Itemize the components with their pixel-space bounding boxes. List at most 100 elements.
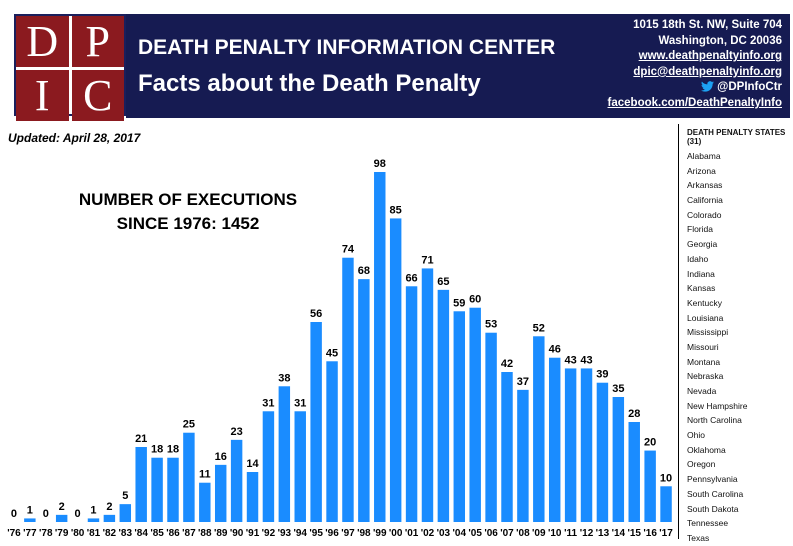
value-label: 14	[246, 458, 259, 470]
x-tick-label: '01	[405, 528, 419, 539]
link[interactable]: www.deathpenaltyinfo.org	[638, 50, 782, 63]
value-label: 31	[262, 397, 274, 409]
bar	[548, 357, 561, 522]
x-tick-label: '12	[580, 528, 594, 539]
value-label: 18	[167, 444, 179, 456]
x-tick-label: '83	[119, 528, 133, 539]
value-label: 98	[374, 158, 386, 170]
x-tick-label: '93	[278, 528, 292, 539]
x-tick-label: '10	[548, 528, 562, 539]
value-label: 20	[644, 437, 656, 449]
bar	[485, 332, 497, 522]
state: Mississippi	[687, 327, 729, 338]
value-label: 65	[437, 276, 449, 288]
bar	[326, 361, 338, 522]
link[interactable]: dpic@deathpenaltyinfo.org	[633, 65, 782, 78]
value-label: 66	[405, 272, 417, 284]
value-label: 1	[90, 504, 96, 516]
bar	[230, 439, 243, 522]
value-label: 71	[421, 254, 433, 266]
x-tick-label: '77	[23, 528, 37, 539]
state: Kansas	[687, 283, 716, 294]
twitter[interactable]: @DPInfoCtr	[608, 80, 782, 96]
logo-letter: C	[71, 70, 124, 121]
bar	[214, 464, 227, 522]
banner: DEATH PENALTY INFORMATION CENTER Facts a…	[126, 14, 790, 118]
bar	[135, 447, 147, 522]
link[interactable]: @DPInfoCtr	[717, 81, 782, 94]
value-label: 56	[310, 308, 322, 320]
bar	[87, 518, 100, 522]
state: Indiana	[687, 268, 715, 279]
link[interactable]: facebook.com/DeathPenaltyInfo	[607, 96, 782, 109]
contact: 1015 18th St. NW, Suite 704 Washington, …	[608, 18, 782, 112]
state: South Dakota	[687, 503, 739, 514]
state: Nevada	[687, 386, 717, 396]
bar	[564, 368, 577, 522]
updated-date: Updated: April 28, 2017	[8, 131, 141, 145]
x-tick-label: '95	[309, 528, 323, 539]
bar	[517, 389, 529, 522]
state: Texas	[687, 532, 710, 543]
x-tick-label: '06	[484, 528, 498, 539]
state: Arizona	[687, 165, 716, 176]
logo: D P I C	[14, 14, 126, 121]
value-label: 0	[43, 508, 49, 520]
bar	[405, 286, 418, 522]
value-label: 18	[151, 444, 163, 456]
bar	[167, 457, 179, 522]
bar	[533, 336, 545, 522]
value-label: 2	[106, 501, 112, 513]
state: Pennsylvania	[687, 474, 738, 485]
bar	[199, 482, 211, 522]
value-label: 45	[326, 347, 338, 359]
bar	[342, 257, 354, 522]
x-tick-label: '11	[564, 528, 577, 539]
org-name: DEATH PENALTY INFORMATION CENTER	[138, 36, 556, 59]
x-tick-label: '85	[150, 528, 164, 539]
value-label: 85	[390, 204, 402, 216]
x-tick-label: '07	[500, 528, 514, 539]
x-tick-label: '94	[293, 528, 307, 539]
bar	[55, 514, 68, 522]
value-label: 16	[215, 451, 227, 463]
x-tick-label: '02	[421, 528, 435, 539]
value-label: 59	[453, 297, 465, 309]
bar	[103, 514, 116, 522]
bar	[596, 382, 609, 522]
bar	[119, 504, 132, 522]
state: Alabama	[687, 151, 721, 161]
address: Washington, DC 20036	[658, 34, 782, 47]
value-label: 31	[294, 397, 306, 409]
state: Arkansas	[687, 180, 723, 191]
bar	[310, 322, 322, 522]
x-tick-label: '86	[166, 528, 180, 539]
x-tick-label: '87	[182, 528, 196, 539]
x-tick-label: '99	[373, 528, 387, 539]
x-tick-label: '78	[39, 528, 53, 539]
x-tick-label: '16	[643, 528, 657, 539]
value-label: 38	[278, 372, 290, 384]
bar	[374, 172, 386, 522]
value-label: 68	[358, 265, 370, 277]
bar	[580, 368, 593, 522]
value-label: 5	[122, 490, 128, 502]
bar	[246, 472, 259, 522]
x-tick-label: '14	[612, 528, 626, 539]
state: Oregon	[687, 459, 716, 470]
x-tick-label: '13	[596, 528, 610, 539]
state: North Carolina	[687, 415, 742, 426]
state: Nebraska	[687, 371, 724, 382]
bar	[421, 268, 434, 522]
x-tick-label: '09	[532, 528, 546, 539]
x-tick-label: '04	[453, 528, 467, 539]
x-tick-label: '90	[230, 528, 244, 539]
bar	[453, 311, 466, 522]
state: Tennessee	[687, 518, 729, 529]
x-tick-label: '84	[134, 528, 148, 539]
value-label: 23	[230, 426, 242, 438]
x-tick-label: '81	[87, 528, 101, 539]
value-label: 11	[199, 469, 211, 481]
x-tick-label: '98	[357, 528, 371, 539]
logo-letter: P	[71, 16, 124, 67]
